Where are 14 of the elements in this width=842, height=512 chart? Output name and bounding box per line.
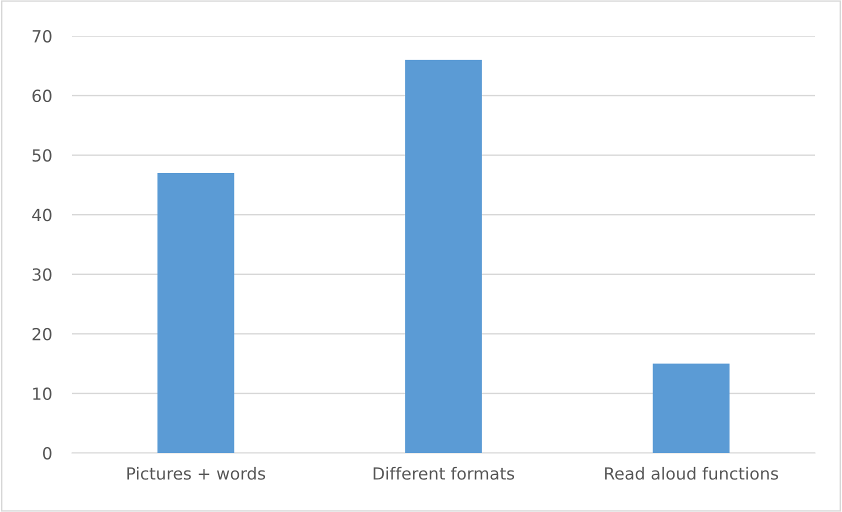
y-tick-label: 40 xyxy=(32,208,52,222)
x-tick-label: Read aloud functions xyxy=(605,466,778,480)
y-tick-label: 20 xyxy=(32,328,52,340)
y-tick-label: 30 xyxy=(32,268,52,281)
x-tick-label: Different formats xyxy=(374,466,514,480)
y-tick-label: 60 xyxy=(32,90,52,102)
y-tick-label: 70 xyxy=(32,30,52,43)
y-tick-label: 10 xyxy=(33,387,52,400)
bar xyxy=(157,173,234,453)
bar xyxy=(652,364,730,453)
bar xyxy=(405,60,482,453)
x-tick-label: Pictures + words xyxy=(127,466,266,480)
y-tick-label: 0 xyxy=(43,446,52,460)
y-tick-label: 50 xyxy=(32,149,52,162)
